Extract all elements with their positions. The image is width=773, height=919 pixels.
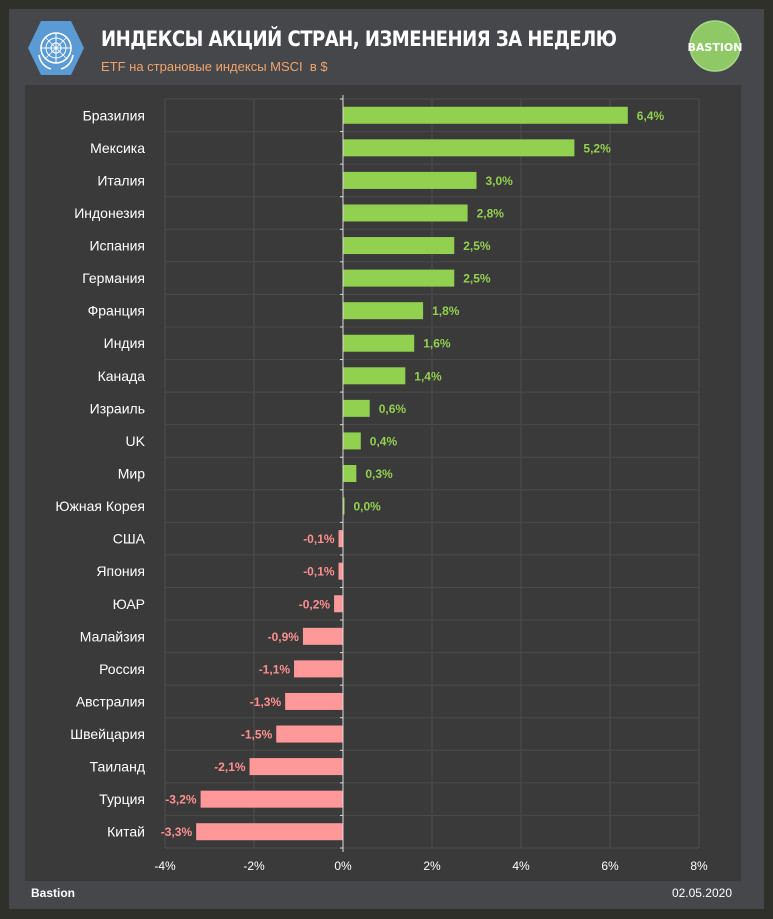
category-label: Германия <box>82 270 145 286</box>
value-label: 6,4% <box>637 109 665 123</box>
value-label: -3,3% <box>161 825 193 839</box>
category-label: Франция <box>88 303 145 319</box>
category-label: Индонезия <box>74 205 145 221</box>
category-label: UK <box>126 433 146 449</box>
value-label: -0,9% <box>268 630 300 644</box>
bastion-logo: BASTION <box>688 20 742 72</box>
bar <box>343 302 424 320</box>
value-label: -0,2% <box>299 597 331 611</box>
brand-logo-text: BASTION <box>688 41 742 54</box>
value-label: 0,0% <box>354 500 382 514</box>
x-tick-label: 4% <box>512 859 530 873</box>
bar <box>343 367 406 385</box>
bar <box>343 465 357 482</box>
value-label: 0,3% <box>365 467 393 481</box>
x-tick-label: 8% <box>690 859 708 873</box>
chart-subtitle: ETF на страновые индексы MSCI в $ <box>101 59 328 74</box>
value-label: 1,4% <box>414 369 442 383</box>
value-label: 2,5% <box>463 272 491 286</box>
x-tick-label: 0% <box>334 859 352 873</box>
chart-frame: ИНДЕКСЫ АКЦИЙ СТРАН, ИЗМЕНЕНИЯ ЗА НЕДЕЛЮ… <box>9 9 764 909</box>
value-label: 2,8% <box>477 206 505 220</box>
value-label: 0,6% <box>379 402 407 416</box>
bar <box>249 758 343 776</box>
category-label: Израиль <box>90 400 145 416</box>
bar <box>196 823 343 841</box>
bar <box>285 692 343 710</box>
bar <box>200 790 343 808</box>
bar-chart: Бразилия 6,4% Мексика 5,2% Италия 3,0% Индонез… <box>55 95 708 873</box>
bar <box>334 595 343 613</box>
un-globe-icon <box>28 21 84 75</box>
category-label: Турция <box>99 791 145 807</box>
x-tick-label: -2% <box>243 859 265 873</box>
x-tick-label: -4% <box>154 859 176 873</box>
x-tick-label: 6% <box>601 859 619 873</box>
bar <box>343 399 370 417</box>
value-label: 5,2% <box>583 141 611 155</box>
category-label: Австралия <box>76 693 145 709</box>
category-label: ЮАР <box>113 596 145 612</box>
category-label: Испания <box>89 238 145 254</box>
value-label: 1,8% <box>432 304 460 318</box>
bar <box>343 269 455 287</box>
bar <box>338 562 343 580</box>
chart-title: ИНДЕКСЫ АКЦИЙ СТРАН, ИЗМЕНЕНИЯ ЗА НЕДЕЛЮ <box>101 27 617 51</box>
category-label: Мир <box>118 466 145 482</box>
x-tick-label: 2% <box>423 859 441 873</box>
value-label: -0,1% <box>303 565 335 579</box>
category-label: Италия <box>97 172 145 188</box>
category-label: Китай <box>107 824 145 840</box>
value-label: -1,1% <box>259 662 291 676</box>
chart-header: ИНДЕКСЫ АКЦИЙ СТРАН, ИЗМЕНЕНИЯ ЗА НЕДЕЛЮ… <box>9 9 764 87</box>
bar <box>343 432 361 450</box>
category-label: Таиланд <box>90 759 145 775</box>
bar <box>343 497 345 515</box>
bar <box>338 530 343 548</box>
footer-source: Bastion <box>31 886 76 900</box>
bar <box>302 627 343 645</box>
value-label: 3,0% <box>486 174 514 188</box>
value-label: 1,6% <box>423 337 451 351</box>
footer-date: 02.05.2020 <box>671 886 732 900</box>
category-label: Южная Корея <box>55 498 145 514</box>
value-label: 2,5% <box>463 239 491 253</box>
category-label: Япония <box>96 563 145 579</box>
category-label: Россия <box>99 661 145 677</box>
value-label: -1,5% <box>241 728 273 742</box>
bar <box>343 204 468 222</box>
category-label: Бразилия <box>83 107 145 123</box>
bar <box>343 334 415 352</box>
bar <box>294 660 343 678</box>
category-label: Индия <box>104 335 145 351</box>
bar <box>343 106 628 124</box>
bar <box>343 237 455 255</box>
category-label: Малайзия <box>80 628 145 644</box>
bar <box>276 725 343 743</box>
category-label: Мексика <box>90 140 145 156</box>
bar <box>343 171 477 189</box>
value-label: -3,2% <box>165 793 197 807</box>
value-label: -1,3% <box>250 695 282 709</box>
bar <box>343 139 575 157</box>
category-label: США <box>113 531 146 547</box>
value-label: -2,1% <box>214 760 246 774</box>
chart-panel: Бразилия 6,4% Мексика 5,2% Италия 3,0% Индонез… <box>25 85 741 881</box>
value-label: 0,4% <box>370 434 398 448</box>
category-label: Швейцария <box>70 726 145 742</box>
value-label: -0,1% <box>303 532 335 546</box>
category-label: Канада <box>98 368 146 384</box>
